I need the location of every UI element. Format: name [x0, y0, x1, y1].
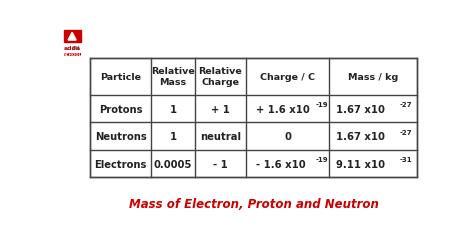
Text: Electrons: Electrons — [94, 159, 147, 169]
Text: 9.11 x10: 9.11 x10 — [336, 159, 385, 169]
Text: - 1.6 x10: - 1.6 x10 — [256, 159, 305, 169]
Text: Particle: Particle — [100, 72, 141, 81]
Polygon shape — [68, 33, 76, 41]
Text: Mass / kg: Mass / kg — [348, 72, 399, 81]
Text: - 1: - 1 — [213, 159, 228, 169]
Text: -19: -19 — [316, 156, 328, 163]
Polygon shape — [64, 31, 81, 43]
Polygon shape — [64, 31, 81, 43]
Text: Relative
Charge: Relative Charge — [199, 67, 242, 87]
Text: -31: -31 — [400, 156, 412, 163]
Text: SCHOOL: SCHOOL — [64, 53, 82, 57]
Text: -27: -27 — [400, 102, 412, 108]
Text: neutral: neutral — [200, 132, 241, 142]
Text: 1: 1 — [170, 132, 177, 142]
Text: Charge / C: Charge / C — [260, 72, 315, 81]
Text: adda: adda — [64, 46, 81, 51]
Text: Protons: Protons — [99, 104, 143, 114]
Text: -27: -27 — [400, 129, 412, 135]
Text: Relative
Mass: Relative Mass — [151, 67, 195, 87]
Text: Mass of Electron, Proton and Neutron: Mass of Electron, Proton and Neutron — [129, 197, 379, 210]
Text: -19: -19 — [316, 102, 328, 108]
Text: 0.0005: 0.0005 — [154, 159, 192, 169]
Text: Neutrons: Neutrons — [95, 132, 146, 142]
Text: 241: 241 — [72, 46, 81, 51]
Text: 0: 0 — [284, 132, 291, 142]
Text: 1.67 x10: 1.67 x10 — [336, 132, 385, 142]
Text: 1.67 x10: 1.67 x10 — [336, 104, 385, 114]
Text: + 1: + 1 — [211, 104, 230, 114]
Bar — [64, 54, 82, 56]
Bar — [91, 58, 418, 178]
Text: 1: 1 — [170, 104, 177, 114]
Text: + 1.6 x10: + 1.6 x10 — [256, 104, 310, 114]
